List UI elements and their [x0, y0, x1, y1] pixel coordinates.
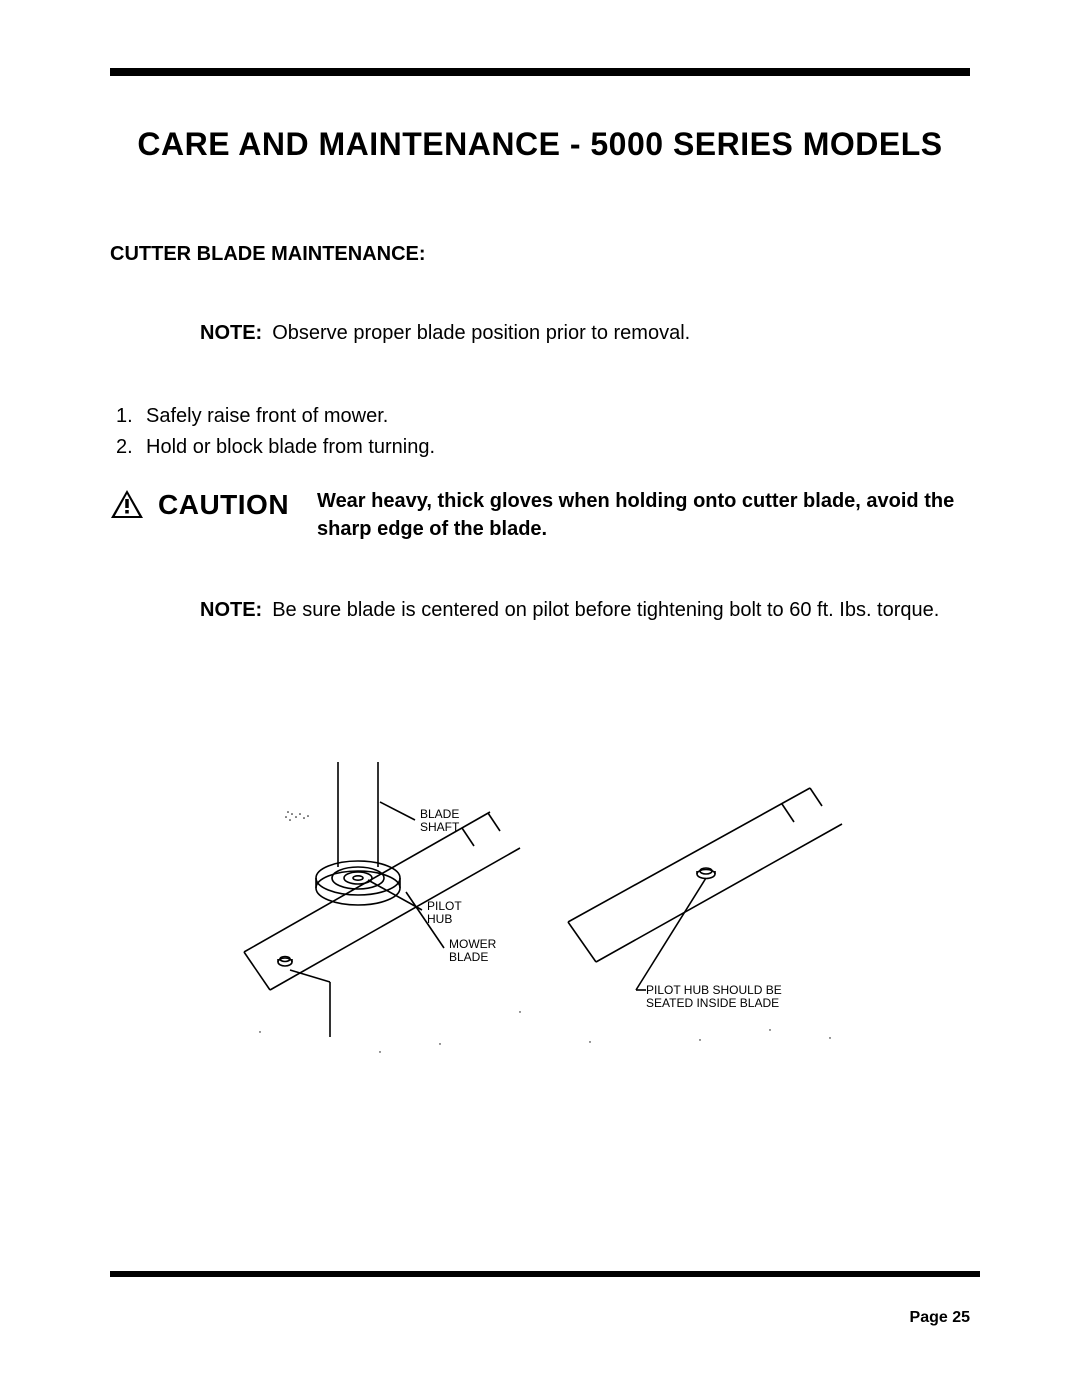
- section-heading: CUTTER BLADE MAINTENANCE:: [110, 243, 970, 266]
- diagram-label-seated-1: PILOT HUB SHOULD BE: [646, 983, 782, 997]
- svg-text:PILOT HUB: PILOT HUB: [427, 899, 465, 926]
- svg-text:MOWER BLADE: MOWER BLADE: [449, 937, 500, 964]
- diagram-label-blade-shaft-2: SHAFT: [420, 820, 460, 834]
- warning-triangle-icon: [110, 489, 144, 524]
- diagram-label-blade-shaft-1: BLADE: [420, 807, 459, 821]
- steps-list: 1. Safely raise front of mower. 2. Hold …: [116, 401, 970, 463]
- step-2: 2. Hold or block blade from turning.: [116, 432, 970, 463]
- diagram-label-pilot-hub-1: PILOT: [427, 899, 462, 913]
- note-text: Be sure blade is centered on pilot befor…: [272, 599, 939, 622]
- step-text: Hold or block blade from turning.: [146, 432, 435, 463]
- step-1: 1. Safely raise front of mower.: [116, 401, 970, 432]
- diagram-label-seated-2: SEATED INSIDE BLADE: [646, 996, 779, 1010]
- note-2: NOTE: Be sure blade is centered on pilot…: [200, 599, 970, 622]
- svg-text:BLADE SHAFT: BLADE SHAFT: [420, 807, 463, 834]
- diagram-label-mower-blade-2: BLADE: [449, 950, 488, 964]
- top-rule: [110, 68, 970, 76]
- step-number: 1.: [116, 401, 146, 432]
- note-label: NOTE:: [200, 322, 262, 345]
- step-number: 2.: [116, 432, 146, 463]
- blade-assembly-diagram: BLADE SHAFT PILOT HUB MOWER BLADE: [230, 762, 850, 1072]
- caution-word: CAUTION: [158, 491, 289, 519]
- page-title: CARE AND MAINTENANCE - 5000 SERIES MODEL…: [110, 126, 970, 163]
- diagram-label-pilot-hub-2: HUB: [427, 912, 452, 926]
- diagram-label-mower-blade-1: MOWER: [449, 937, 497, 951]
- page-number: Page 25: [910, 1309, 970, 1327]
- svg-text:PILOT HUB SHOULD BE: PILOT HUB SHOULD BE SEATED INSIDE BLADE: [646, 983, 785, 1010]
- step-text: Safely raise front of mower.: [146, 401, 388, 432]
- document-page: CARE AND MAINTENANCE - 5000 SERIES MODEL…: [0, 0, 1080, 1397]
- caution-block: CAUTION Wear heavy, thick gloves when ho…: [110, 487, 970, 543]
- bottom-rule: [110, 1271, 980, 1277]
- diagram-right: PILOT HUB SHOULD BE SEATED INSIDE BLADE: [568, 788, 842, 1010]
- note-text: Observe proper blade position prior to r…: [272, 322, 690, 345]
- caution-text: Wear heavy, thick gloves when holding on…: [317, 487, 970, 543]
- note-label: NOTE:: [200, 599, 262, 622]
- diagram-left: BLADE SHAFT PILOT HUB MOWER BLADE: [244, 762, 520, 1037]
- note-1: NOTE: Observe proper blade position prio…: [200, 322, 970, 345]
- diagram-container: BLADE SHAFT PILOT HUB MOWER BLADE: [110, 762, 970, 1072]
